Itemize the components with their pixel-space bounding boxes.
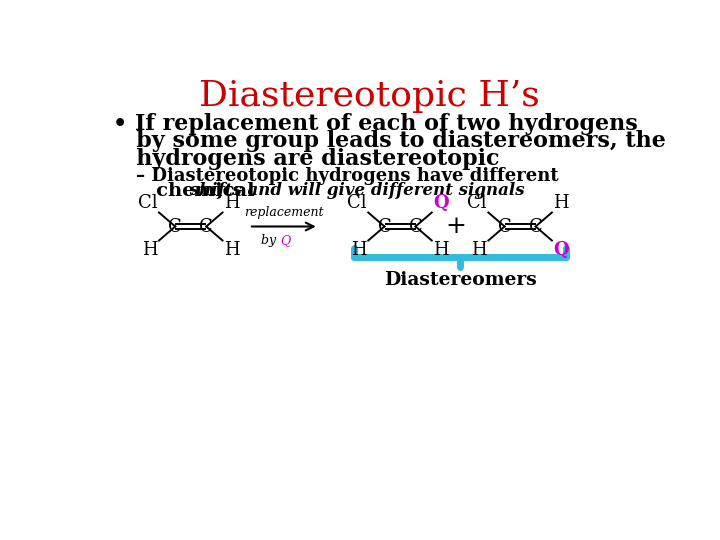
Text: replacement: replacement [244, 206, 323, 219]
Text: C: C [168, 218, 182, 235]
Text: H: H [224, 241, 240, 259]
Text: Q: Q [554, 241, 569, 259]
Text: C: C [199, 218, 213, 235]
Text: • If replacement of each of two hydrogens: • If replacement of each of two hydrogen… [113, 112, 638, 134]
Text: +: + [446, 215, 467, 238]
Text: C: C [528, 218, 542, 235]
Text: C: C [498, 218, 511, 235]
Text: Cl: Cl [138, 194, 158, 212]
Text: C: C [409, 218, 423, 235]
Text: Diastereomers: Diastereomers [384, 271, 536, 288]
Text: Diastereotopic H’s: Diastereotopic H’s [199, 79, 539, 113]
Text: H: H [351, 241, 366, 259]
Text: H: H [554, 194, 569, 212]
Text: hydrogens are diastereotopic: hydrogens are diastereotopic [113, 148, 500, 170]
Text: H: H [224, 194, 240, 212]
Text: H: H [433, 241, 449, 259]
Text: Cl: Cl [347, 194, 366, 212]
Text: by some group leads to diastereomers, the: by some group leads to diastereomers, th… [113, 130, 666, 152]
Text: H: H [471, 241, 487, 259]
Text: by: by [261, 234, 280, 247]
Text: Q: Q [280, 234, 290, 247]
Text: Cl: Cl [467, 194, 487, 212]
Text: – Diastereotopic hydrogens have different: – Diastereotopic hydrogens have differen… [137, 167, 559, 185]
Text: shifts and will give different signals: shifts and will give different signals [184, 182, 524, 199]
Text: C: C [377, 218, 392, 235]
Text: chemical: chemical [137, 182, 255, 200]
Text: Q: Q [433, 194, 449, 212]
Text: H: H [142, 241, 158, 259]
